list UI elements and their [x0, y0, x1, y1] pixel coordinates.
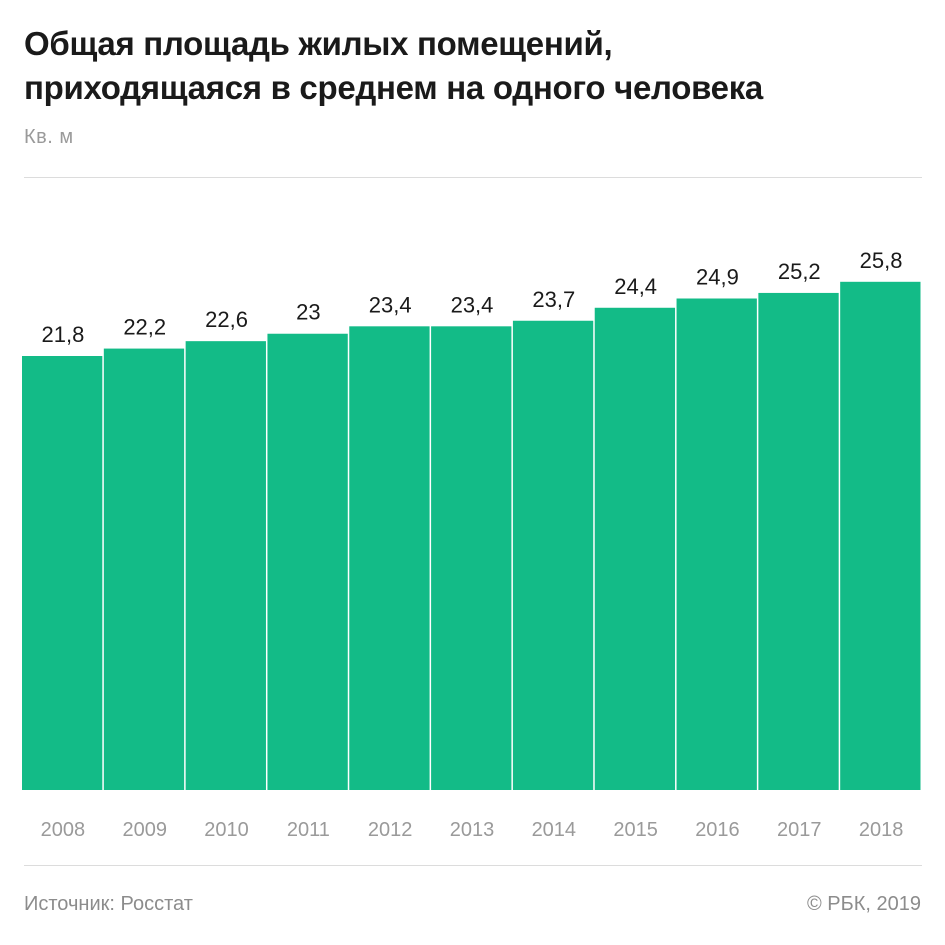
bar-2011 — [267, 333, 348, 790]
x-tick-label-2011: 2011 — [287, 819, 330, 841]
x-tick-label-2014: 2014 — [532, 819, 577, 841]
x-tick-label-2015: 2015 — [613, 819, 658, 841]
source-note: Источник: Росстат — [24, 893, 193, 915]
x-tick-label-2013: 2013 — [450, 819, 495, 841]
value-label-2009: 22,2 — [123, 315, 166, 340]
bar-2018 — [840, 281, 921, 790]
x-tick-label-2008: 2008 — [41, 819, 86, 841]
x-tick-label-2018: 2018 — [859, 819, 904, 841]
chart-title-line-1: Общая площадь жилых помещений, — [24, 25, 613, 62]
value-label-2012: 23,4 — [369, 292, 412, 317]
bar-2013 — [431, 326, 512, 790]
bar-2015 — [594, 307, 676, 790]
value-label-2017: 25,2 — [778, 259, 821, 284]
unit-label: Кв. м — [24, 126, 74, 148]
value-label-2008: 21,8 — [41, 322, 84, 347]
bar-2010 — [185, 341, 266, 790]
value-label-2018: 25,8 — [860, 248, 903, 273]
chart-title: Общая площадь жилых помещений, приходяща… — [24, 22, 924, 110]
value-label-2013: 23,4 — [451, 292, 494, 317]
x-tick-label-2009: 2009 — [122, 819, 167, 841]
bar-2017 — [758, 292, 839, 790]
chart-title-line-2: приходящаяся в среднем на одного человек… — [24, 69, 763, 106]
value-label-2011: 23 — [296, 300, 320, 325]
bar-2014 — [512, 320, 594, 790]
x-tick-label-2016: 2016 — [695, 819, 740, 841]
value-label-2016: 24,9 — [696, 265, 739, 290]
value-label-2010: 22,6 — [205, 307, 248, 332]
x-tick-label-2010: 2010 — [204, 819, 249, 841]
copyright-note: © РБК, 2019 — [806, 893, 921, 915]
bar-2008 — [22, 356, 103, 790]
x-tick-label-2012: 2012 — [368, 819, 413, 841]
value-label-2015: 24,4 — [614, 274, 657, 299]
bar-2009 — [103, 348, 185, 790]
bar-2012 — [349, 326, 430, 790]
bottom-divider — [24, 865, 922, 866]
value-label-2014: 23,7 — [532, 287, 575, 312]
x-tick-label-2017: 2017 — [777, 819, 822, 841]
bar-2016 — [676, 298, 757, 790]
top-divider — [24, 177, 922, 178]
